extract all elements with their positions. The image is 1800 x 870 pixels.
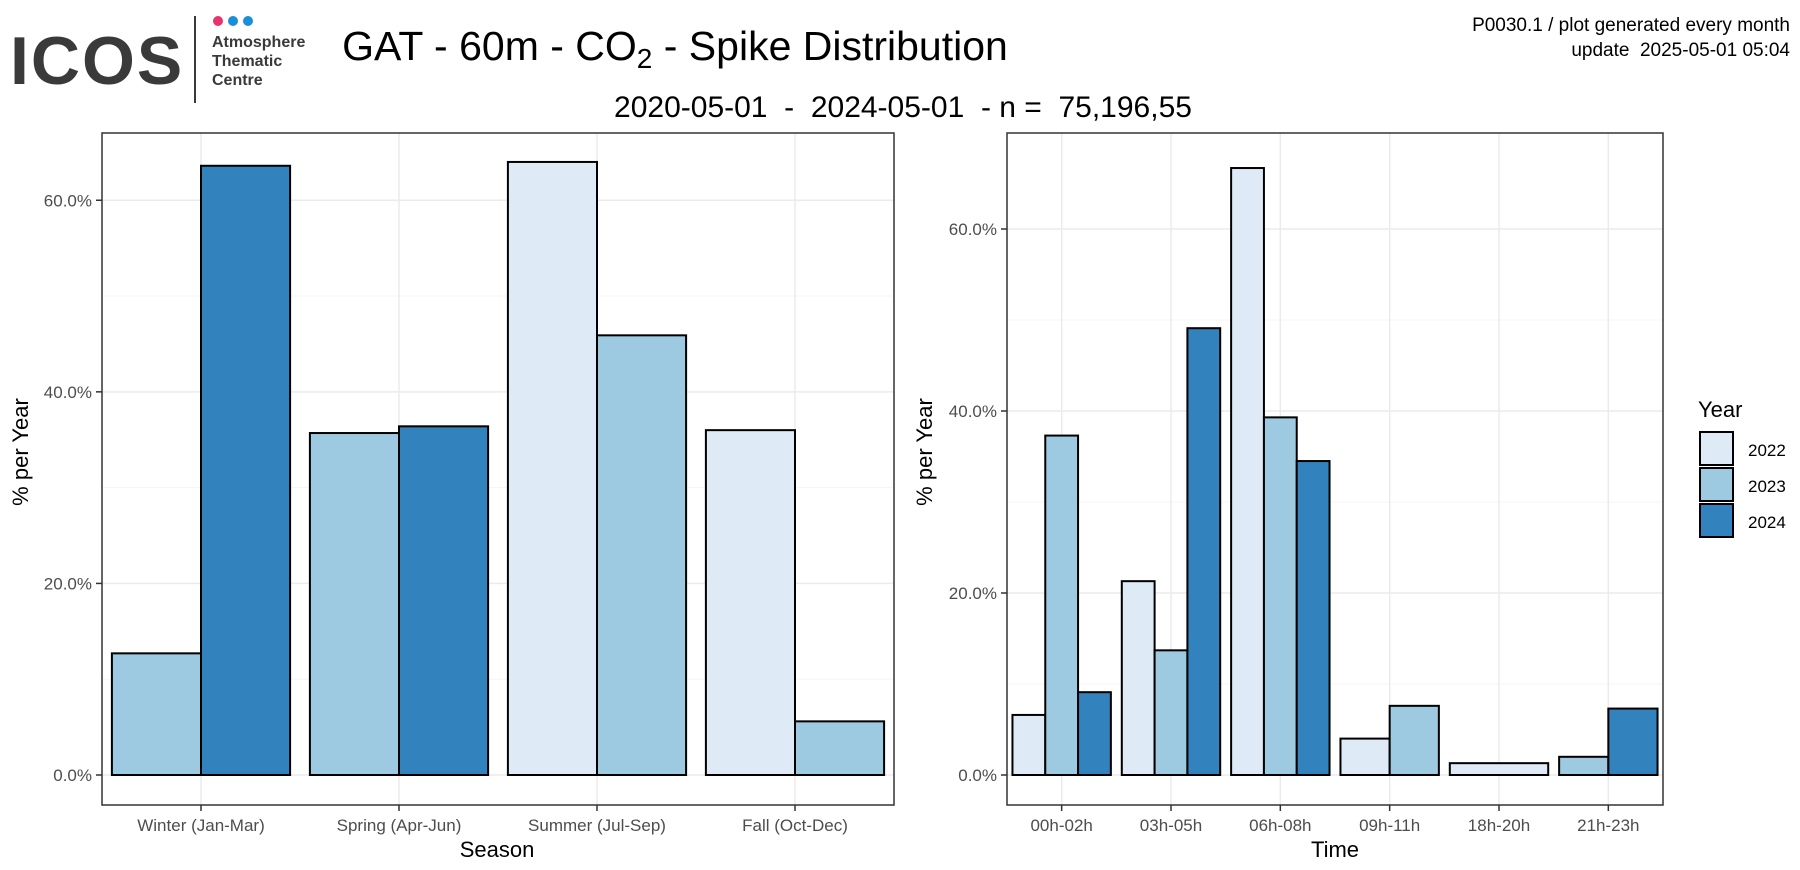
legend-swatch-2024 — [1699, 503, 1734, 538]
chart-title-rest: - Spike Distribution — [652, 23, 1007, 69]
bar-fall-oct-dec--2023 — [794, 720, 886, 777]
season-x-axis-label: Season — [460, 837, 535, 862]
x-tick-label: 00h-02h — [1030, 816, 1092, 835]
bar-00h-02h-2023 — [1044, 434, 1080, 776]
plot-background — [1007, 133, 1663, 805]
logo-sub-line-2: Thematic — [212, 53, 282, 70]
y-tick-label: 60.0% — [44, 191, 92, 210]
bar-09h-11h-2022 — [1339, 737, 1391, 776]
y-tick-label: 0.0% — [53, 766, 92, 785]
legend-label-2023: 2023 — [1748, 477, 1786, 496]
legend-swatch-2023 — [1699, 467, 1734, 502]
bar-summer-jul-sep--2022 — [506, 160, 598, 776]
season-y-axis-label: % per Year — [8, 398, 33, 506]
logo-dot-blue — [228, 16, 238, 26]
bar-fall-oct-dec--2022 — [704, 429, 797, 776]
bar-00h-02h-2022 — [1011, 713, 1047, 777]
x-tick-label: Winter (Jan-Mar) — [137, 816, 265, 835]
time-y-axis-label: % per Year — [912, 398, 937, 506]
logo-sub-line-3: Centre — [212, 72, 263, 89]
plot-frame — [101, 132, 895, 806]
chart-title: GAT - 60m - CO2 - Spike Distribution — [342, 23, 1008, 74]
bar-00h-02h-2024 — [1077, 691, 1112, 776]
bar-03h-05h-2024 — [1186, 327, 1222, 776]
x-tick-label: 18h-20h — [1468, 816, 1530, 835]
bar-06h-08h-2024 — [1295, 460, 1331, 776]
legend-label-2022: 2022 — [1748, 441, 1786, 460]
time-x-axis-label: Time — [1311, 837, 1359, 862]
x-tick-label: 03h-05h — [1140, 816, 1202, 835]
bar-03h-05h-2022 — [1120, 580, 1156, 776]
plot-meta-line-2: update 2025-05-01 05:04 — [1571, 40, 1790, 61]
chart-title-subscript: 2 — [637, 43, 653, 74]
bar-06h-08h-2022 — [1230, 167, 1265, 776]
bar-spring-apr-jun--2023 — [308, 432, 400, 776]
bar-spring-apr-jun--2024 — [398, 425, 490, 776]
x-tick-label: 21h-23h — [1577, 816, 1639, 835]
bar-09h-11h-2023 — [1388, 704, 1440, 777]
chart-title-main: GAT - 60m - CO — [342, 23, 637, 69]
logo-dot-pink — [213, 16, 223, 26]
y-tick-label: 0.0% — [958, 766, 997, 785]
bar-06h-08h-2023 — [1262, 416, 1298, 776]
y-tick-label: 20.0% — [44, 574, 92, 593]
x-tick-label: 09h-11h — [1359, 816, 1420, 835]
bar-03h-05h-2023 — [1153, 649, 1189, 777]
y-tick-label: 40.0% — [44, 383, 92, 402]
bar-21h-23h-2024 — [1607, 707, 1659, 777]
logo-sub-line-1: Atmosphere — [212, 34, 305, 51]
icos-logo: ICOS Atmosphere Thematic Centre — [10, 16, 305, 103]
logo-dot-blue-2 — [243, 16, 253, 26]
legend-swatch-2022 — [1699, 431, 1734, 466]
y-tick-label: 40.0% — [949, 402, 997, 421]
x-tick-label: Spring (Apr-Jun) — [337, 816, 462, 835]
chart-subtitle: 2020-05-01 - 2024-05-01 - n = 75,196,55 — [614, 91, 1192, 124]
legend-title: Year — [1698, 397, 1742, 422]
bar-21h-23h-2023 — [1558, 755, 1610, 776]
x-tick-label: 06h-08h — [1249, 816, 1311, 835]
y-tick-label: 20.0% — [949, 584, 997, 603]
bar-18h-20h-2022 — [1448, 762, 1550, 776]
time-panel: 0.0% 20.0% 40.0% 60.0% 00h-02h 03h-05h 06h-08h… — [949, 132, 1664, 835]
x-tick-label: Fall (Oct-Dec) — [742, 816, 848, 835]
x-tick-label: Summer (Jul-Sep) — [528, 816, 666, 835]
bar-summer-jul-sep--2023 — [596, 334, 688, 776]
legend: Year 2022 2023 2024 — [1698, 397, 1786, 538]
bar-winter-jan-mar--2023 — [110, 652, 202, 776]
logo-wordmark: ICOS — [10, 23, 184, 99]
bar-winter-jan-mar--2024 — [200, 164, 292, 777]
y-tick-label: 60.0% — [949, 220, 997, 239]
plot-meta-line-1: P0030.1 / plot generated every month — [1472, 15, 1790, 36]
legend-label-2024: 2024 — [1748, 513, 1786, 532]
season-panel: 0.0% 20.0% 40.0% 60.0% Winter (Jan-Mar) Sprin… — [44, 132, 895, 835]
plot-frame — [1006, 132, 1664, 806]
